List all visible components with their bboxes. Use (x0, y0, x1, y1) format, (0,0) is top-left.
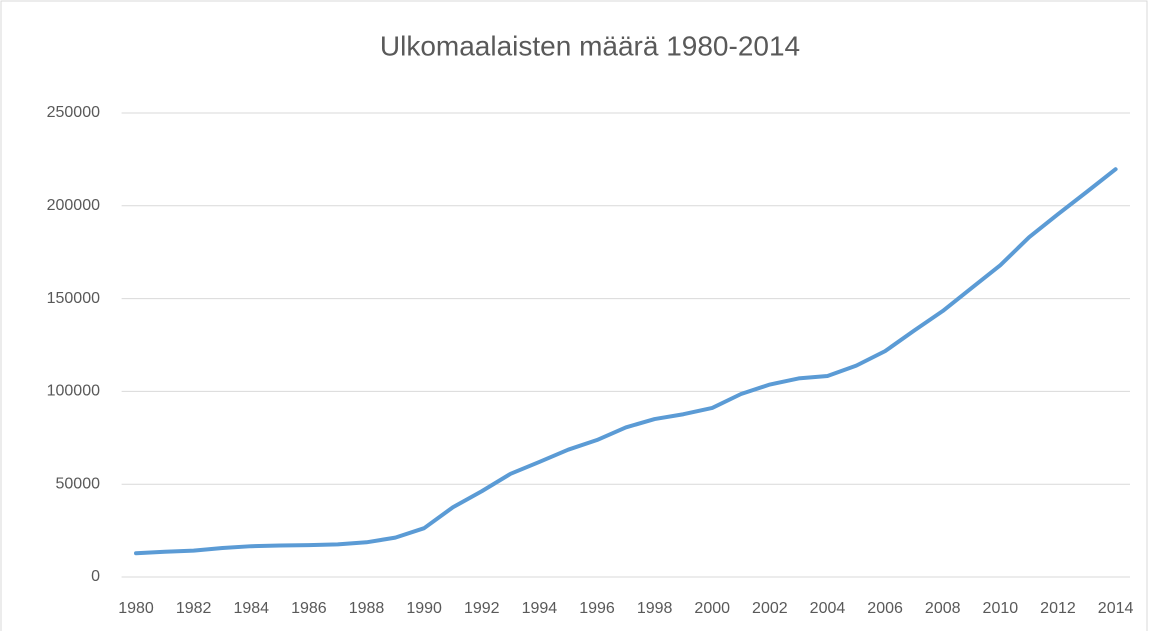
chart-title: Ulkomaalaisten määrä 1980-2014 (380, 30, 800, 61)
x-tick-label: 2004 (810, 600, 846, 617)
y-tick-label: 0 (91, 568, 100, 585)
x-tick-label: 2002 (752, 600, 788, 617)
x-tick-label: 1994 (522, 600, 558, 617)
x-tick-label: 1988 (349, 600, 385, 617)
x-tick-label: 2008 (925, 600, 961, 617)
x-tick-label: 2010 (983, 600, 1019, 617)
data-line (134, 167, 1118, 556)
x-tick-label: 1982 (176, 600, 212, 617)
x-tick-label: 1980 (118, 600, 154, 617)
x-tick-label: 1984 (233, 600, 269, 617)
x-tick-label: 1996 (579, 600, 615, 617)
y-tick-label: 200000 (47, 197, 100, 214)
y-tick-label: 150000 (47, 290, 100, 307)
x-tick-label: 1990 (406, 600, 442, 617)
y-tick-label: 250000 (47, 104, 100, 121)
y-tick-label: 50000 (56, 475, 101, 492)
y-tick-label: 100000 (47, 383, 100, 400)
x-tick-label: 2012 (1040, 600, 1076, 617)
x-tick-label: 1998 (637, 600, 673, 617)
x-tick-label: 1986 (291, 600, 327, 617)
x-tick-label: 2006 (867, 600, 903, 617)
x-tick-label: 2014 (1098, 600, 1134, 617)
x-tick-label: 2000 (694, 600, 730, 617)
x-tick-label: 1992 (464, 600, 500, 617)
